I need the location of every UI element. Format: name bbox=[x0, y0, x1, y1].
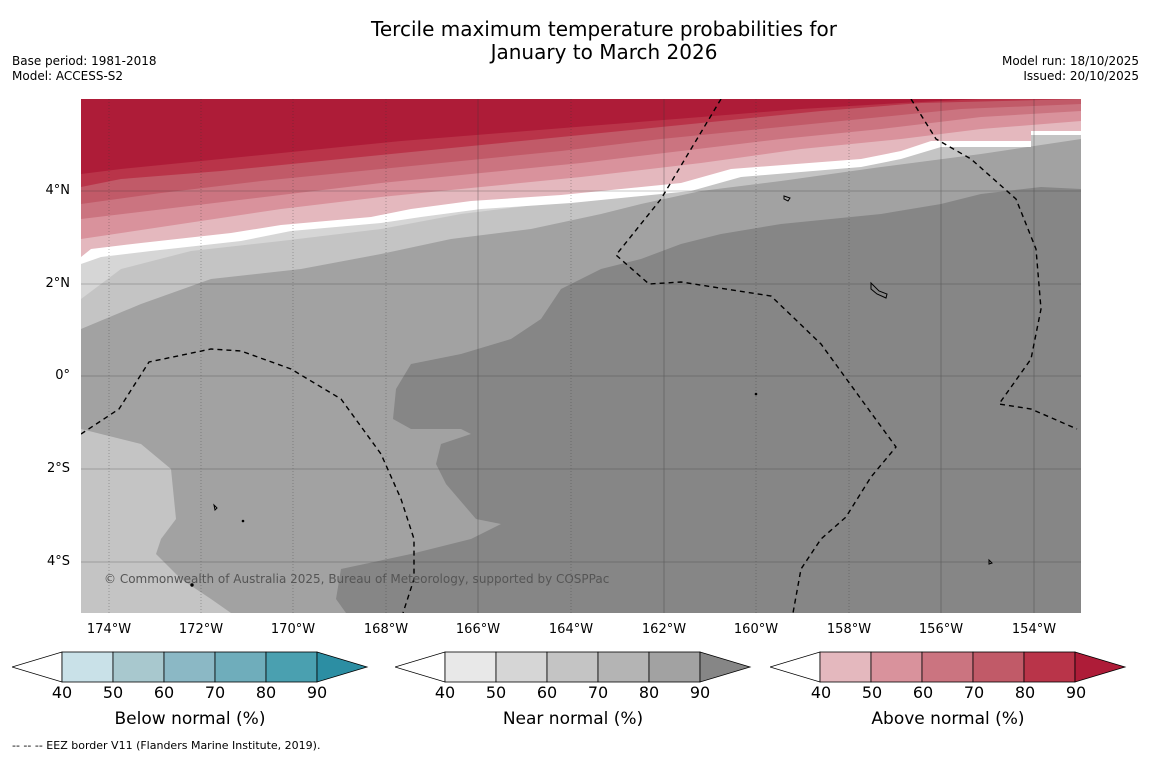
meta-right: Model run: 18/10/2025 Issued: 20/10/2025 bbox=[1002, 54, 1139, 84]
colorbar-swatch bbox=[648, 651, 701, 683]
cbar-below-tick: 70 bbox=[204, 683, 226, 702]
colorbar-swatch bbox=[444, 651, 497, 683]
colorbar-below-swatches bbox=[10, 651, 369, 683]
issued-date: Issued: 20/10/2025 bbox=[1023, 69, 1139, 83]
lon-label-164w: 164°W bbox=[548, 622, 594, 637]
cbar-above-tick: 40 bbox=[810, 683, 832, 702]
cbar-near-tick: 70 bbox=[587, 683, 609, 702]
colorbar-swatch bbox=[870, 651, 923, 683]
colorbar-max-triangle bbox=[699, 651, 752, 683]
copyright-notice: © Commonwealth of Australia 2025, Bureau… bbox=[104, 572, 610, 586]
title-line-2: January to March 2026 bbox=[490, 40, 718, 64]
cbar-above-tick: 90 bbox=[1065, 683, 1087, 702]
eez-borders bbox=[81, 99, 1078, 613]
model-run: Model run: 18/10/2025 bbox=[1001, 54, 1139, 68]
cbar-near-tick: 40 bbox=[434, 683, 456, 702]
colorbar-near-swatches bbox=[393, 651, 752, 683]
base-period: Base period: 1981-2018 bbox=[12, 54, 157, 68]
cbar-below-tick: 80 bbox=[255, 683, 277, 702]
lat-label-2n: 2°N bbox=[45, 276, 71, 291]
cbar-above-tick: 50 bbox=[861, 683, 883, 702]
colorbar-near-label: Near normal (%) bbox=[502, 709, 644, 729]
lon-label-154w: 154°W bbox=[1011, 622, 1057, 637]
cbar-above-tick: 80 bbox=[1014, 683, 1036, 702]
colorbar-below bbox=[10, 650, 372, 688]
cbar-below-tick: 60 bbox=[153, 683, 175, 702]
cbar-above-tick: 60 bbox=[912, 683, 934, 702]
colorbar-swatch bbox=[972, 651, 1025, 683]
lon-label-172w: 172°W bbox=[178, 622, 224, 637]
model-name: Model: ACCESS-S2 bbox=[12, 69, 124, 83]
lon-label-158w: 158°W bbox=[826, 622, 872, 637]
cbar-below-tick: 90 bbox=[306, 683, 328, 702]
cbar-near-tick: 50 bbox=[485, 683, 507, 702]
above-normal-90-region bbox=[81, 99, 981, 174]
lon-label-162w: 162°W bbox=[641, 622, 687, 637]
lon-label-168w: 168°W bbox=[363, 622, 409, 637]
map-title: Tercile maximum temperature probabilitie… bbox=[300, 18, 908, 64]
colorbar-swatch bbox=[112, 651, 165, 683]
cbar-near-tick: 90 bbox=[689, 683, 711, 702]
lon-label-166w: 166°W bbox=[455, 622, 501, 637]
colorbar-swatch bbox=[546, 651, 599, 683]
eez-footnote: -- -- -- EEZ border V11 (Flanders Marine… bbox=[12, 739, 321, 752]
title-line-1: Tercile maximum temperature probabilitie… bbox=[371, 17, 837, 41]
meta-left: Base period: 1981-2018 Model: ACCESS-S2 bbox=[12, 54, 157, 84]
gridlines bbox=[81, 99, 1081, 613]
cbar-near-tick: 60 bbox=[536, 683, 558, 702]
lon-label-160w: 160°W bbox=[733, 622, 779, 637]
colorbar-above bbox=[768, 650, 1130, 688]
lon-label-174w: 174°W bbox=[86, 622, 132, 637]
lon-label-170w: 170°W bbox=[270, 622, 316, 637]
colorbar-swatch bbox=[921, 651, 974, 683]
colorbar-swatch bbox=[163, 651, 216, 683]
cbar-below-tick: 50 bbox=[102, 683, 124, 702]
colorbar-above-swatches bbox=[768, 651, 1127, 683]
colorbar-min-triangle bbox=[10, 651, 63, 683]
lat-label-4s: 4°S bbox=[46, 554, 70, 569]
lat-label-2s: 2°S bbox=[46, 461, 70, 476]
cbar-near-tick: 80 bbox=[638, 683, 660, 702]
colorbar-below-label: Below normal (%) bbox=[114, 709, 266, 729]
colorbar-max-triangle bbox=[316, 651, 369, 683]
colorbar-min-triangle bbox=[393, 651, 446, 683]
colorbar-swatch bbox=[597, 651, 650, 683]
colorbar-above-label: Above normal (%) bbox=[871, 709, 1025, 729]
colorbar-near bbox=[393, 650, 755, 688]
cbar-below-tick: 40 bbox=[51, 683, 73, 702]
colorbar-swatch bbox=[495, 651, 548, 683]
lat-label-0: 0° bbox=[55, 368, 70, 383]
colorbar-swatch bbox=[265, 651, 318, 683]
colorbar-swatch bbox=[819, 651, 872, 683]
probability-map[interactable] bbox=[81, 99, 1081, 613]
lon-label-156w: 156°W bbox=[918, 622, 964, 637]
islands bbox=[190, 195, 993, 587]
colorbar-min-triangle bbox=[768, 651, 821, 683]
colorbar-swatch bbox=[214, 651, 267, 683]
colorbar-swatch bbox=[1023, 651, 1076, 683]
cbar-above-tick: 70 bbox=[963, 683, 985, 702]
map-svg bbox=[81, 99, 1081, 613]
lat-label-4n: 4°N bbox=[45, 183, 71, 198]
colorbar-max-triangle bbox=[1074, 651, 1127, 683]
colorbar-swatch bbox=[61, 651, 114, 683]
near-normal-70-region-south bbox=[81, 429, 231, 613]
